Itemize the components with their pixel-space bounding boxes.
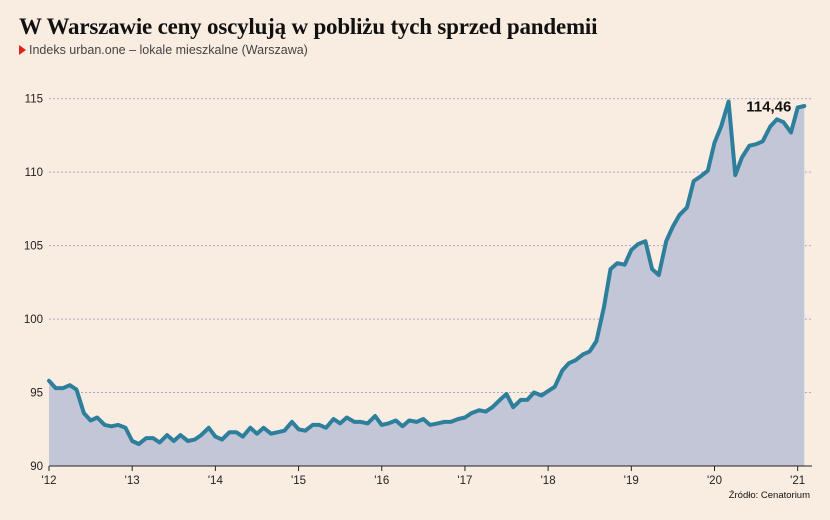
- x-tick-label: '20: [707, 475, 722, 487]
- chart-title: W Warszawie ceny oscylują w pobliżu tych…: [19, 14, 598, 39]
- x-tick-label: '17: [457, 475, 472, 487]
- x-tick-label: '15: [291, 475, 306, 487]
- x-tick-label: '21: [790, 475, 805, 487]
- y-tick-label: 95: [30, 388, 43, 400]
- axes: 90 95 100 105 110 115 '12 '13 '14 '15 '16 '17 '18 '19…: [24, 94, 812, 487]
- x-tick-label: '12: [42, 475, 57, 487]
- x-tick-label: '14: [208, 475, 224, 487]
- last-value-label: 114,46: [746, 99, 791, 116]
- triangle-marker-icon: [19, 45, 26, 55]
- grid-lines: [49, 98, 812, 394]
- x-tick-label: '16: [374, 475, 389, 487]
- y-tick-label: 110: [25, 167, 43, 179]
- x-tick-label: '13: [125, 475, 140, 487]
- y-tick-label: 115: [25, 94, 43, 106]
- chart-subtitle: Indeks urban.one – lokale mieszkalne (Wa…: [19, 43, 308, 57]
- series-line: [47, 99, 807, 446]
- area-fill: [49, 101, 805, 466]
- x-tick-label: '18: [541, 475, 556, 487]
- source-note: Źródło: Cenatorium: [728, 490, 810, 501]
- y-tick-label: 105: [24, 241, 43, 253]
- y-tick-label: 90: [30, 461, 43, 473]
- x-tick-label: '19: [624, 475, 639, 487]
- subtitle-text: Indeks urban.one – lokale mieszkalne (Wa…: [29, 43, 308, 57]
- y-tick-label: 100: [24, 314, 43, 326]
